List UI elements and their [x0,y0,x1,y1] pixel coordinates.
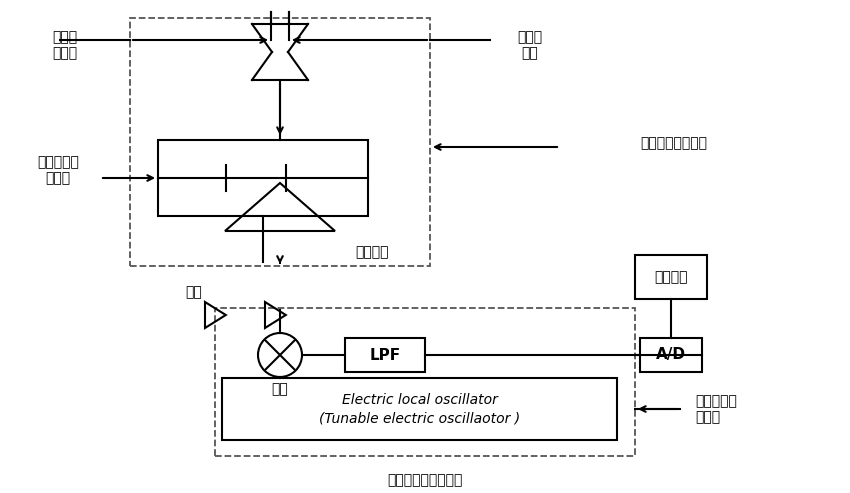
Bar [222,378,617,440]
Text: 混频: 混频 [272,382,288,396]
Text: LPF: LPF [370,348,400,362]
Text: 放大: 放大 [185,285,201,299]
Text: 数据处理: 数据处理 [654,270,688,284]
Bar [640,338,702,372]
Bar [215,308,635,456]
Text: Electric local oscillator: Electric local oscillator [342,393,497,407]
Bar [158,140,368,216]
Text: 布里渊
散射光: 布里渊 散射光 [53,30,77,60]
Text: 系统的相干探测系统: 系统的相干探测系统 [388,473,462,487]
Text: 布里渊
激光: 布里渊 激光 [518,30,542,60]
Bar [345,338,425,372]
Text: 双平衡光电
探测器: 双平衡光电 探测器 [37,155,79,185]
Text: A/D: A/D [656,348,686,362]
Text: 电子外差接
装置收: 电子外差接 装置收 [695,394,737,424]
Text: 拍摄信号: 拍摄信号 [355,245,388,259]
Bar [130,18,430,266]
Bar [635,255,707,299]
Text: 微波外差接收装置: 微波外差接收装置 [640,136,707,150]
Text: (Tunable electric oscillaotor ): (Tunable electric oscillaotor ) [319,411,520,425]
